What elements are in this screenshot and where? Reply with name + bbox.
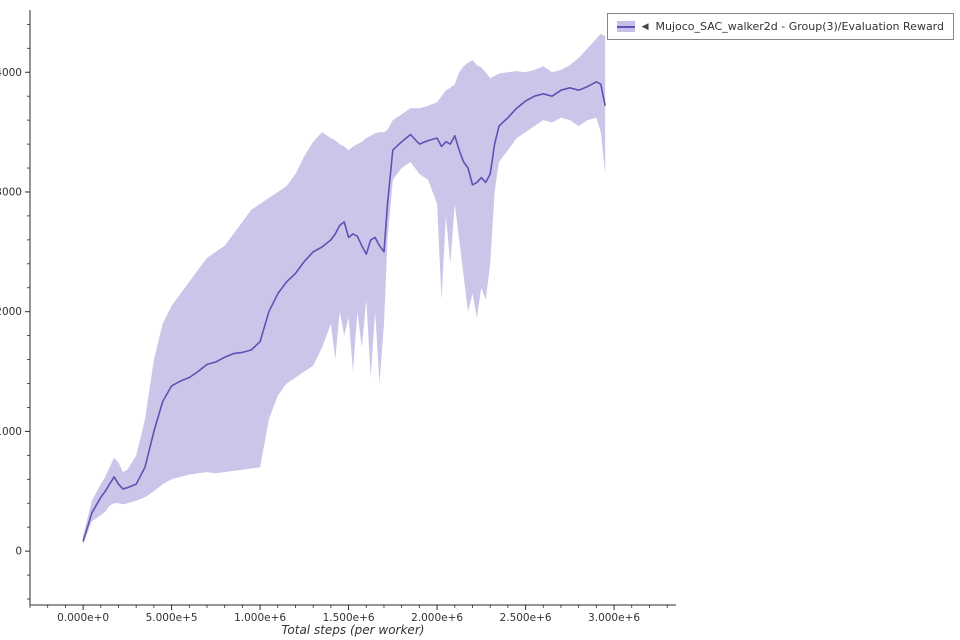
legend-swatch xyxy=(616,21,635,32)
x-tick-label: 2.000e+6 xyxy=(411,612,463,624)
y-tick-label: 3000 xyxy=(0,186,22,198)
y-tick-label: 2000 xyxy=(0,306,22,318)
y-tick-label: 1000 xyxy=(0,426,22,438)
legend-swatch-line xyxy=(616,25,635,28)
y-tick-label: 0 xyxy=(15,546,22,558)
legend-label: Mujoco_SAC_walker2d - Group(3)/Evaluatio… xyxy=(655,20,944,33)
x-tick-label: 5.000e+5 xyxy=(146,612,198,624)
legend-entry[interactable]: ◀ Mujoco_SAC_walker2d - Group(3)/Evaluat… xyxy=(606,13,954,40)
x-tick-label: 1.500e+6 xyxy=(323,612,375,624)
x-tick-label: 2.500e+6 xyxy=(500,612,552,624)
legend-collapse-icon[interactable]: ◀ xyxy=(641,21,649,32)
x-tick-label: 1.000e+6 xyxy=(234,612,286,624)
x-tick-label: 3.000e+6 xyxy=(588,612,640,624)
y-tick-label: 4000 xyxy=(0,67,22,79)
x-tick-label: 0.000e+0 xyxy=(57,612,109,624)
x-axis-label: Total steps (per worker) xyxy=(281,623,425,637)
